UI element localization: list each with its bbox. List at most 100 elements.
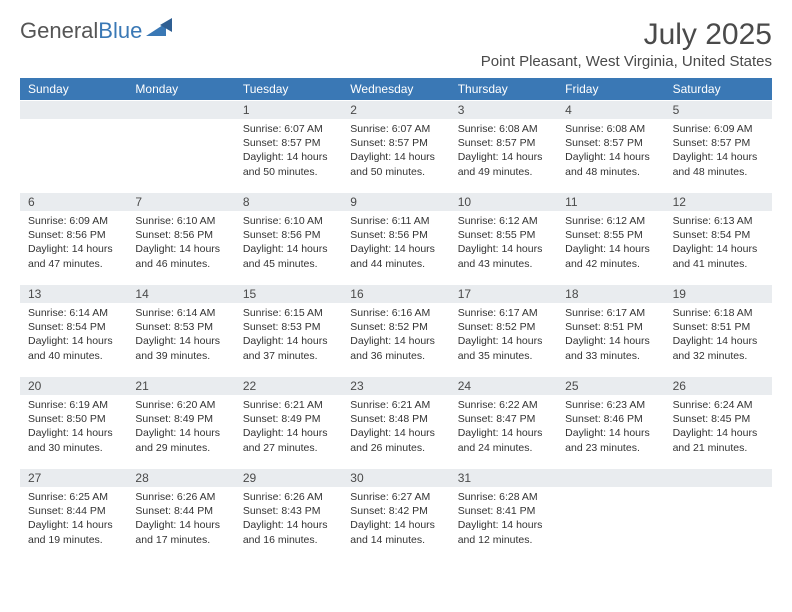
weekday-label: Wednesday <box>342 78 449 100</box>
calendar-cell: 5Sunrise: 6:09 AMSunset: 8:57 PMDaylight… <box>665 100 772 192</box>
sunrise-text: Sunrise: 6:22 AM <box>458 398 549 412</box>
day-number: 18 <box>557 285 664 303</box>
daylight-text-2: and 32 minutes. <box>673 349 764 363</box>
daylight-text-1: Daylight: 14 hours <box>135 518 226 532</box>
daylight-text-2: and 48 minutes. <box>565 165 656 179</box>
calendar-cell: 10Sunrise: 6:12 AMSunset: 8:55 PMDayligh… <box>450 192 557 284</box>
week-row: 1Sunrise: 6:07 AMSunset: 8:57 PMDaylight… <box>20 100 772 192</box>
sunset-text: Sunset: 8:57 PM <box>673 136 764 150</box>
calendar-cell: 25Sunrise: 6:23 AMSunset: 8:46 PMDayligh… <box>557 376 664 468</box>
daylight-text-1: Daylight: 14 hours <box>28 518 119 532</box>
sunrise-text: Sunrise: 6:15 AM <box>243 306 334 320</box>
sunrise-text: Sunrise: 6:14 AM <box>135 306 226 320</box>
calendar-cell: 21Sunrise: 6:20 AMSunset: 8:49 PMDayligh… <box>127 376 234 468</box>
day-number: 30 <box>342 469 449 487</box>
daylight-text-1: Daylight: 14 hours <box>243 242 334 256</box>
daylight-text-2: and 23 minutes. <box>565 441 656 455</box>
daylight-text-1: Daylight: 14 hours <box>458 518 549 532</box>
calendar-cell: 30Sunrise: 6:27 AMSunset: 8:42 PMDayligh… <box>342 468 449 560</box>
location: Point Pleasant, West Virginia, United St… <box>481 53 772 70</box>
calendar-cell: 12Sunrise: 6:13 AMSunset: 8:54 PMDayligh… <box>665 192 772 284</box>
daylight-text-2: and 47 minutes. <box>28 257 119 271</box>
daylight-text-1: Daylight: 14 hours <box>350 426 441 440</box>
cell-body: Sunrise: 6:26 AMSunset: 8:43 PMDaylight:… <box>235 487 342 553</box>
sunrise-text: Sunrise: 6:21 AM <box>243 398 334 412</box>
week-row: 20Sunrise: 6:19 AMSunset: 8:50 PMDayligh… <box>20 376 772 468</box>
weekday-label: Tuesday <box>235 78 342 100</box>
cell-body: Sunrise: 6:16 AMSunset: 8:52 PMDaylight:… <box>342 303 449 369</box>
weekday-label: Friday <box>557 78 664 100</box>
cell-body: Sunrise: 6:14 AMSunset: 8:54 PMDaylight:… <box>20 303 127 369</box>
calendar-cell: 6Sunrise: 6:09 AMSunset: 8:56 PMDaylight… <box>20 192 127 284</box>
day-number: 21 <box>127 377 234 395</box>
sunset-text: Sunset: 8:44 PM <box>135 504 226 518</box>
cell-body: Sunrise: 6:08 AMSunset: 8:57 PMDaylight:… <box>450 119 557 185</box>
daylight-text-1: Daylight: 14 hours <box>673 334 764 348</box>
daylight-text-1: Daylight: 14 hours <box>243 334 334 348</box>
sunset-text: Sunset: 8:41 PM <box>458 504 549 518</box>
daylight-text-2: and 35 minutes. <box>458 349 549 363</box>
calendar-cell <box>557 468 664 560</box>
cell-body: Sunrise: 6:12 AMSunset: 8:55 PMDaylight:… <box>557 211 664 277</box>
day-number: 29 <box>235 469 342 487</box>
sunset-text: Sunset: 8:52 PM <box>458 320 549 334</box>
day-number: 27 <box>20 469 127 487</box>
sunrise-text: Sunrise: 6:16 AM <box>350 306 441 320</box>
daylight-text-1: Daylight: 14 hours <box>28 334 119 348</box>
logo-mark-icon <box>146 16 172 42</box>
sunset-text: Sunset: 8:57 PM <box>350 136 441 150</box>
daylight-text-2: and 42 minutes. <box>565 257 656 271</box>
daylight-text-1: Daylight: 14 hours <box>350 334 441 348</box>
day-number: 1 <box>235 101 342 119</box>
daylight-text-2: and 50 minutes. <box>243 165 334 179</box>
sunset-text: Sunset: 8:56 PM <box>243 228 334 242</box>
cell-body: Sunrise: 6:17 AMSunset: 8:51 PMDaylight:… <box>557 303 664 369</box>
cell-body: Sunrise: 6:07 AMSunset: 8:57 PMDaylight:… <box>235 119 342 185</box>
calendar-cell: 27Sunrise: 6:25 AMSunset: 8:44 PMDayligh… <box>20 468 127 560</box>
day-number: 25 <box>557 377 664 395</box>
daylight-text-1: Daylight: 14 hours <box>565 334 656 348</box>
sunset-text: Sunset: 8:49 PM <box>243 412 334 426</box>
day-number <box>557 469 664 487</box>
day-number: 4 <box>557 101 664 119</box>
sunset-text: Sunset: 8:56 PM <box>135 228 226 242</box>
daylight-text-2: and 16 minutes. <box>243 533 334 547</box>
sunset-text: Sunset: 8:50 PM <box>28 412 119 426</box>
brand-first: General <box>20 18 98 44</box>
sunset-text: Sunset: 8:54 PM <box>28 320 119 334</box>
daylight-text-2: and 36 minutes. <box>350 349 441 363</box>
cell-body: Sunrise: 6:21 AMSunset: 8:48 PMDaylight:… <box>342 395 449 461</box>
sunset-text: Sunset: 8:54 PM <box>673 228 764 242</box>
sunrise-text: Sunrise: 6:17 AM <box>458 306 549 320</box>
logo: GeneralBlue <box>20 18 172 44</box>
day-number: 17 <box>450 285 557 303</box>
weekday-label: Monday <box>127 78 234 100</box>
weekday-label: Sunday <box>20 78 127 100</box>
day-number: 22 <box>235 377 342 395</box>
day-number: 10 <box>450 193 557 211</box>
sunrise-text: Sunrise: 6:12 AM <box>458 214 549 228</box>
calendar-cell: 3Sunrise: 6:08 AMSunset: 8:57 PMDaylight… <box>450 100 557 192</box>
daylight-text-2: and 37 minutes. <box>243 349 334 363</box>
sunrise-text: Sunrise: 6:09 AM <box>28 214 119 228</box>
sunset-text: Sunset: 8:44 PM <box>28 504 119 518</box>
daylight-text-2: and 19 minutes. <box>28 533 119 547</box>
sunrise-text: Sunrise: 6:18 AM <box>673 306 764 320</box>
daylight-text-1: Daylight: 14 hours <box>243 518 334 532</box>
day-number: 24 <box>450 377 557 395</box>
weekday-label: Thursday <box>450 78 557 100</box>
calendar-cell: 15Sunrise: 6:15 AMSunset: 8:53 PMDayligh… <box>235 284 342 376</box>
cell-body: Sunrise: 6:25 AMSunset: 8:44 PMDaylight:… <box>20 487 127 553</box>
calendar-cell: 4Sunrise: 6:08 AMSunset: 8:57 PMDaylight… <box>557 100 664 192</box>
sunset-text: Sunset: 8:49 PM <box>135 412 226 426</box>
sunrise-text: Sunrise: 6:10 AM <box>135 214 226 228</box>
day-number: 6 <box>20 193 127 211</box>
sunrise-text: Sunrise: 6:08 AM <box>458 122 549 136</box>
cell-body: Sunrise: 6:13 AMSunset: 8:54 PMDaylight:… <box>665 211 772 277</box>
daylight-text-2: and 24 minutes. <box>458 441 549 455</box>
calendar-cell <box>665 468 772 560</box>
day-number: 7 <box>127 193 234 211</box>
sunrise-text: Sunrise: 6:19 AM <box>28 398 119 412</box>
daylight-text-2: and 41 minutes. <box>673 257 764 271</box>
day-number: 23 <box>342 377 449 395</box>
